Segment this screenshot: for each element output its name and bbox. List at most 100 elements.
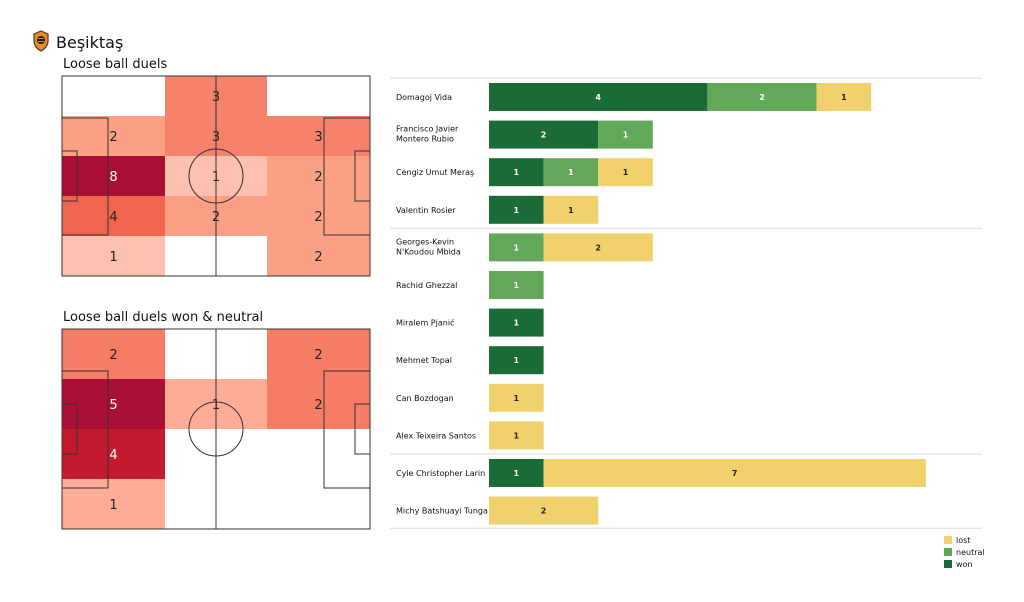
legend-swatch [944,548,952,556]
heat-cell [267,196,370,236]
bar-value-label: 4 [595,93,601,102]
player-label: Mehmet Topal [396,356,452,365]
bar-value-label: 1 [514,469,520,478]
bar-segment-won [489,83,708,111]
player-label: Alex Teixeira Santos [396,431,476,440]
loose-ball-duels-heatmap: 32 3 38 1 24 2 21 2 [61,75,371,277]
bar-segment-won [489,308,544,337]
player-label-line: Cyle Christopher Larin [396,469,485,478]
heat-cell-value: 2 [314,348,322,363]
heat-cell [62,429,165,479]
club-crest-icon [33,30,49,52]
bar-segment-won [489,346,544,375]
player-label-line: Michy Batshuayi Tunga [396,507,488,516]
bar-value-label: 2 [541,507,547,516]
legend-item-won: won [944,558,985,570]
bar-value-label: 1 [514,281,520,290]
bar-row: Cyle Christopher Larin 1 7 [396,459,926,487]
heat-cell [62,379,165,429]
center-circle [188,148,244,204]
right-goal-box [354,150,371,202]
heat-cell-value: 2 [314,250,322,265]
bar-value-label: 2 [595,243,601,252]
heat-cell-value: 2 [109,348,117,363]
player-label-line: Montero Rubio [396,135,454,144]
player-label-line: Domagoj Vida [396,93,452,102]
bar-value-label: 1 [841,93,847,102]
player-label: Can Bozdogan [396,394,454,403]
bar-value-label: 7 [732,469,738,478]
bar-row: Cengiz Umut Meraş 1 1 1 [396,158,653,187]
player-label-line: Valentin Rosier [396,206,456,215]
center-circle [188,401,244,457]
bar-segment-neutral [489,233,544,262]
heat-cell [62,196,165,236]
player-label-line: Mehmet Topal [396,356,452,365]
bar-row: Can Bozdogan 1 [396,383,544,412]
bar-segment-lost [598,158,653,187]
chart-legend: lost neutral won [944,534,985,570]
bar-row: Francisco Javier Montero Rubio 2 1 [396,120,653,149]
legend-item-neutral: neutral [944,546,985,558]
bar-segment-neutral [543,158,599,187]
player-label-line: Miralem Pjanić [396,318,454,328]
player-label: Domagoj Vida [396,93,452,102]
legend-item-lost: lost [944,534,985,546]
bar-value-label: 1 [623,168,629,177]
bar-value-label: 1 [568,206,574,215]
team-name: Beşiktaş [56,33,124,52]
bar-value-label: 1 [514,319,520,328]
bar-value-label: 1 [514,356,520,365]
legend-label: neutral [956,547,985,557]
bar-value-label: 1 [514,206,520,215]
heat-cell-value: 5 [109,398,117,413]
bar-segment-won [489,120,599,149]
bar-segment-lost [543,195,599,224]
bar-value-label: 1 [514,394,520,403]
bar-row: Michy Batshuayi Tunga 2 [396,496,599,525]
bar-segment-neutral [598,120,653,149]
pitch-lines [61,75,371,277]
heat-cell-value: 2 [314,170,322,185]
bar-value-label: 1 [514,168,520,177]
bar-row: Georges-Kevin N'Koudou Mbida 1 2 [396,233,653,262]
bar-segment-lost [489,421,544,450]
heat-cell [267,116,370,156]
player-label: Francisco Javier Montero Rubio [396,125,459,144]
player-label-line: Alex Teixeira Santos [396,431,476,440]
bar-row: Domagoj Vida 4 2 1 [396,83,872,111]
bar-segment-lost [543,459,926,487]
heat-cell [62,479,165,529]
heat-cell-value: 3 [314,130,322,145]
bar-row: Valentin Rosier 1 1 [396,195,599,224]
legend-label: lost [956,535,971,545]
player-label-line: Rachid Ghezzal [396,281,457,290]
heat-cell [62,236,165,276]
bar-segment-lost [489,496,599,525]
bar-row: Mehmet Topal 1 [396,346,544,375]
pitch1-title: Loose ball duels [63,57,168,72]
pitch-lines [61,328,371,530]
heat-cell-value: 1 [109,498,117,513]
bar-value-label: 2 [759,93,765,102]
player-label: Rachid Ghezzal [396,281,457,290]
heat-cell-value: 8 [109,170,117,185]
player-label: Michy Batshuayi Tunga [396,507,488,516]
bar-segment-neutral [489,271,544,299]
bar-segment-lost [816,83,872,111]
legend-swatch [944,536,952,544]
legend-label: won [956,559,973,569]
bar-segment-lost [489,383,544,412]
legend-swatch [944,560,952,568]
bar-row: Miralem Pjanić 1 [396,308,544,337]
heat-cell [62,116,165,156]
player-label-line: Can Bozdogan [396,394,454,403]
player-label: Georges-Kevin N'Koudou Mbida [396,237,461,256]
bar-segment-lost [543,233,653,262]
bar-value-label: 1 [514,431,520,440]
left-goal-box [61,150,78,202]
bar-value-label: 1 [623,131,629,140]
heat-cell [62,156,165,196]
row-separators [390,77,982,529]
